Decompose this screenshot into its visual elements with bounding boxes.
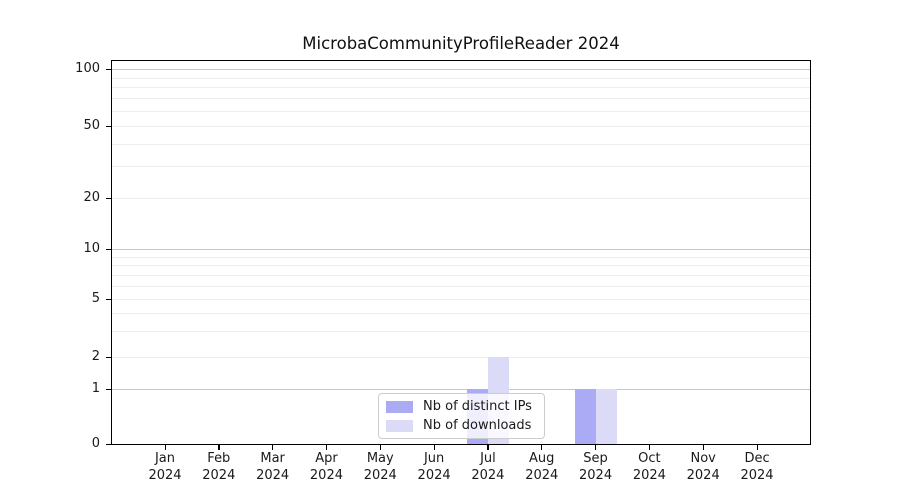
x-tickmark-jul: [487, 445, 489, 450]
gridline-y-60: [112, 111, 810, 112]
x-tick-month-may: May: [366, 451, 394, 466]
y-tickmark-0: [106, 443, 111, 445]
gridline-y-30: [112, 166, 810, 168]
gridline-y-80: [112, 87, 810, 89]
x-tick-label-jul: Jul 2024: [456, 450, 520, 484]
gridline-y-20: [112, 198, 810, 199]
y-tick-label-100: 100: [75, 61, 100, 76]
x-tick-label-aug: Aug 2024: [510, 450, 574, 484]
legend-swatch-downloads: [386, 419, 413, 432]
x-tick-year-aug: 2024: [525, 468, 559, 483]
legend-item-downloads: Nb of downloads: [386, 418, 532, 433]
x-tickmark-dec: [756, 445, 758, 450]
gridline-y-40: [112, 143, 810, 145]
bar-downloads-sep: [595, 389, 617, 444]
y-tickmark-10: [106, 248, 111, 250]
x-tick-year-jan: 2024: [148, 468, 182, 483]
y-tick-label-50: 50: [83, 118, 100, 133]
x-tickmark-apr: [325, 445, 328, 450]
x-tick-month-sep: Sep: [583, 451, 608, 466]
y-tickmark-20: [106, 197, 111, 199]
x-tickmark-aug: [541, 445, 543, 450]
x-tick-month-feb: Feb: [207, 451, 231, 466]
y-tick-label-5: 5: [91, 291, 100, 306]
gridline-y-70: [112, 98, 810, 100]
gridline-y-3: [112, 331, 810, 333]
plot-area: [111, 60, 811, 445]
x-tickmark-nov: [702, 445, 704, 450]
x-tick-month-mar: Mar: [260, 451, 285, 466]
y-tick-label-2: 2: [91, 349, 100, 364]
x-tickmark-feb: [218, 445, 220, 450]
x-tickmark-oct: [648, 445, 651, 450]
x-tick-label-oct: Oct 2024: [617, 450, 681, 484]
x-tick-label-jun: Jun 2024: [402, 450, 466, 484]
gridline-y-50: [112, 126, 810, 127]
gridline-y-8: [112, 265, 810, 267]
x-tickmark-sep: [595, 445, 597, 450]
gridline-y-100: [112, 69, 810, 70]
legend: Nb of distinct IPs Nb of downloads: [378, 393, 545, 439]
legend-item-distinct-ips: Nb of distinct IPs: [386, 399, 532, 414]
x-tick-year-oct: 2024: [632, 468, 666, 483]
x-tick-year-nov: 2024: [686, 468, 720, 483]
x-tick-month-aug: Aug: [529, 451, 555, 466]
x-tick-label-mar: Mar 2024: [241, 450, 305, 484]
gridline-y-1: [112, 389, 810, 390]
gridline-y-4: [112, 313, 810, 315]
legend-label-distinct-ips: Nb of distinct IPs: [423, 399, 532, 414]
x-tick-month-jan: Jan: [154, 451, 176, 466]
y-tickmark-5: [106, 298, 111, 300]
x-tick-month-jun: Jun: [423, 451, 445, 466]
x-tickmark-may: [379, 445, 381, 450]
x-tick-label-dec: Dec 2024: [725, 450, 789, 484]
gridline-y-5: [112, 299, 810, 300]
legend-label-downloads: Nb of downloads: [423, 418, 532, 433]
x-tick-label-may: May 2024: [348, 450, 412, 484]
x-tick-label-feb: Feb 2024: [187, 450, 251, 484]
x-tick-month-dec: Dec: [744, 451, 770, 466]
x-tick-year-apr: 2024: [309, 468, 343, 483]
y-tick-label-0: 0: [91, 436, 100, 451]
x-tickmark-jun: [433, 445, 435, 450]
y-tick-label-10: 10: [83, 241, 100, 256]
chart-title: MicrobaCommunityProfileReader 2024: [302, 34, 620, 53]
x-tick-month-apr: Apr: [315, 451, 338, 466]
x-tick-year-sep: 2024: [579, 468, 613, 483]
x-tick-label-nov: Nov 2024: [671, 450, 735, 484]
gridline-y-2: [112, 357, 810, 358]
gridline-y-10: [112, 249, 810, 250]
x-tick-year-jul: 2024: [471, 468, 505, 483]
legend-swatch-distinct-ips: [386, 400, 413, 413]
y-tickmark-2: [106, 356, 111, 358]
gridline-y-6: [112, 285, 810, 287]
y-tickmark-100: [106, 68, 111, 70]
y-tickmark-50: [106, 125, 111, 127]
x-tick-month-nov: Nov: [690, 451, 716, 466]
x-tick-label-apr: Apr 2024: [294, 450, 358, 484]
x-tick-month-oct: Oct: [638, 451, 661, 466]
x-tick-label-sep: Sep 2024: [564, 450, 628, 484]
x-tick-year-may: 2024: [363, 468, 397, 483]
x-tickmark-mar: [272, 445, 274, 450]
x-tick-year-mar: 2024: [256, 468, 290, 483]
x-tickmark-jan: [164, 445, 166, 450]
x-tick-month-jul: Jul: [480, 451, 496, 466]
gridline-y-7: [112, 274, 810, 276]
bar-distinct-ips-sep: [574, 389, 596, 444]
x-tick-year-jun: 2024: [417, 468, 451, 483]
gridline-y-90: [112, 77, 810, 79]
x-tick-year-feb: 2024: [202, 468, 236, 483]
gridline-y-9: [112, 256, 810, 258]
x-tick-label-jan: Jan 2024: [133, 450, 197, 484]
y-tickmark-1: [106, 388, 111, 390]
y-tick-label-1: 1: [91, 381, 100, 396]
y-tick-label-20: 20: [83, 190, 100, 205]
x-tick-year-dec: 2024: [740, 468, 774, 483]
